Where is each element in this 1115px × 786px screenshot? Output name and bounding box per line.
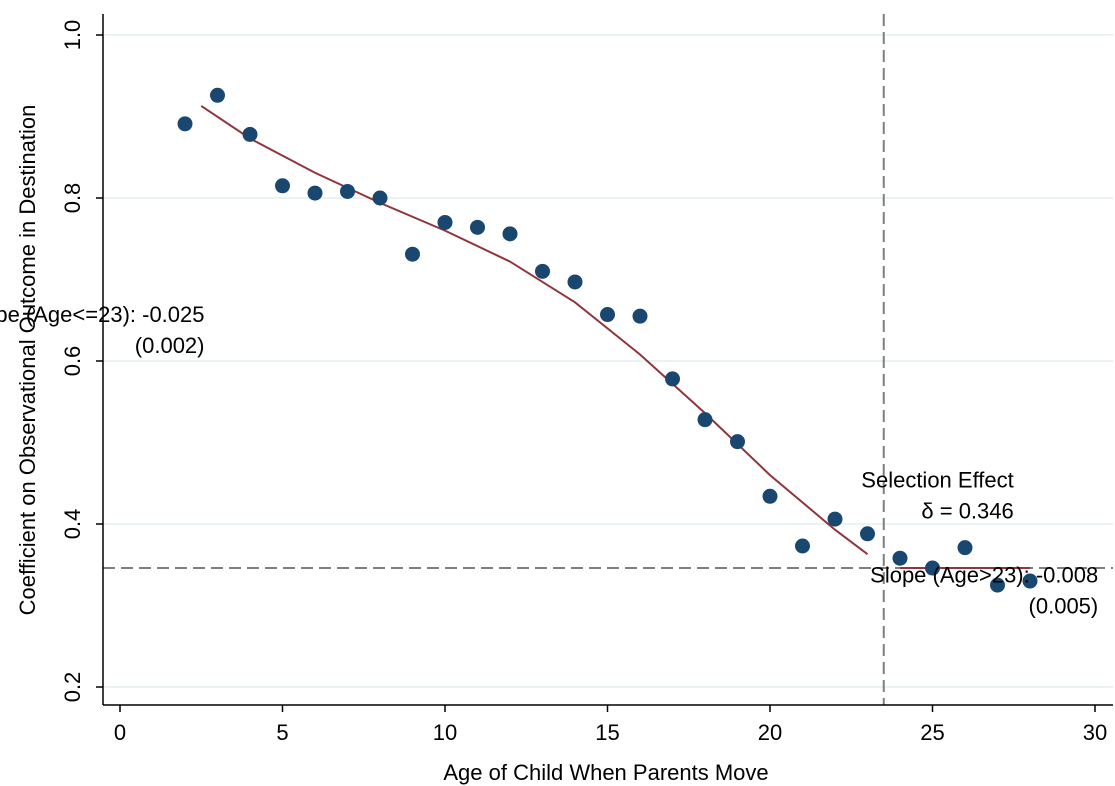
data-point	[730, 434, 745, 450]
data-point	[957, 540, 973, 556]
y-tick-label: 1.0	[60, 20, 85, 51]
data-point	[340, 183, 355, 199]
data-point	[632, 308, 648, 324]
axes	[102, 14, 1113, 706]
data-point	[405, 246, 420, 262]
data-point	[827, 511, 843, 527]
data-point	[600, 307, 615, 323]
data-point	[177, 116, 193, 132]
annotation-line: Slope (Age>23): -0.008	[870, 563, 1098, 588]
data-point	[372, 190, 388, 206]
data-point	[925, 560, 940, 576]
annotation-1: Selection Effect δ = 0.346	[861, 467, 1013, 523]
annotation-line: (0.002)	[135, 333, 205, 358]
y-tick-label: 0.4	[60, 509, 85, 540]
x-axis-title: Age of Child When Parents Move	[443, 760, 768, 785]
data-point	[242, 126, 258, 142]
x-tick-label: 30	[1083, 720, 1107, 745]
annotation-line: Slope (Age<=23): -0.025	[0, 302, 205, 327]
annotation-line: δ = 0.346	[921, 498, 1013, 523]
annotation-line: Selection Effect	[861, 467, 1013, 492]
data-point	[892, 550, 908, 566]
annotations: Slope (Age<=23): -0.025 (0.002) Selection …	[0, 302, 1098, 619]
data-point	[307, 185, 323, 201]
data-point	[1022, 573, 1038, 589]
x-tick-label: 5	[276, 720, 288, 745]
reference-lines	[103, 14, 1113, 705]
data-point	[275, 178, 290, 194]
annotation-0: Slope (Age<=23): -0.025 (0.002)	[0, 302, 205, 358]
grid	[103, 34, 1113, 688]
data-point	[762, 488, 778, 504]
x-tick-label: 0	[114, 720, 126, 745]
y-tick-label: 0.2	[60, 672, 85, 703]
data-point	[437, 214, 453, 230]
x-tick-label: 15	[595, 720, 619, 745]
data-point	[665, 371, 680, 387]
data-point	[470, 219, 485, 235]
y-tick-label: 0.8	[60, 183, 85, 214]
data-point	[697, 412, 713, 428]
data-point	[502, 226, 518, 242]
y-tick-label: 0.6	[60, 346, 85, 377]
x-tick-label: 10	[433, 720, 457, 745]
data-point	[210, 87, 225, 103]
fit-line-1	[200, 105, 869, 555]
data-point	[860, 526, 875, 542]
data-point	[567, 274, 583, 290]
annotation-line: (0.005)	[1029, 594, 1099, 619]
annotation-2: Slope (Age>23): -0.008 (0.005)	[870, 563, 1098, 619]
ticks: 0.2 0.4 0.6 0.8 1.0 0 5 10 15 20 25 30	[60, 20, 1107, 745]
x-tick-label: 25	[920, 720, 944, 745]
data-point	[795, 538, 810, 554]
x-tick-label: 20	[758, 720, 782, 745]
fit-lines	[200, 105, 1030, 570]
data-point	[535, 263, 550, 279]
y-axis-title: Coefficient on Observational Outcome in …	[15, 105, 40, 616]
data-point	[990, 577, 1005, 593]
data-points	[177, 87, 1038, 593]
